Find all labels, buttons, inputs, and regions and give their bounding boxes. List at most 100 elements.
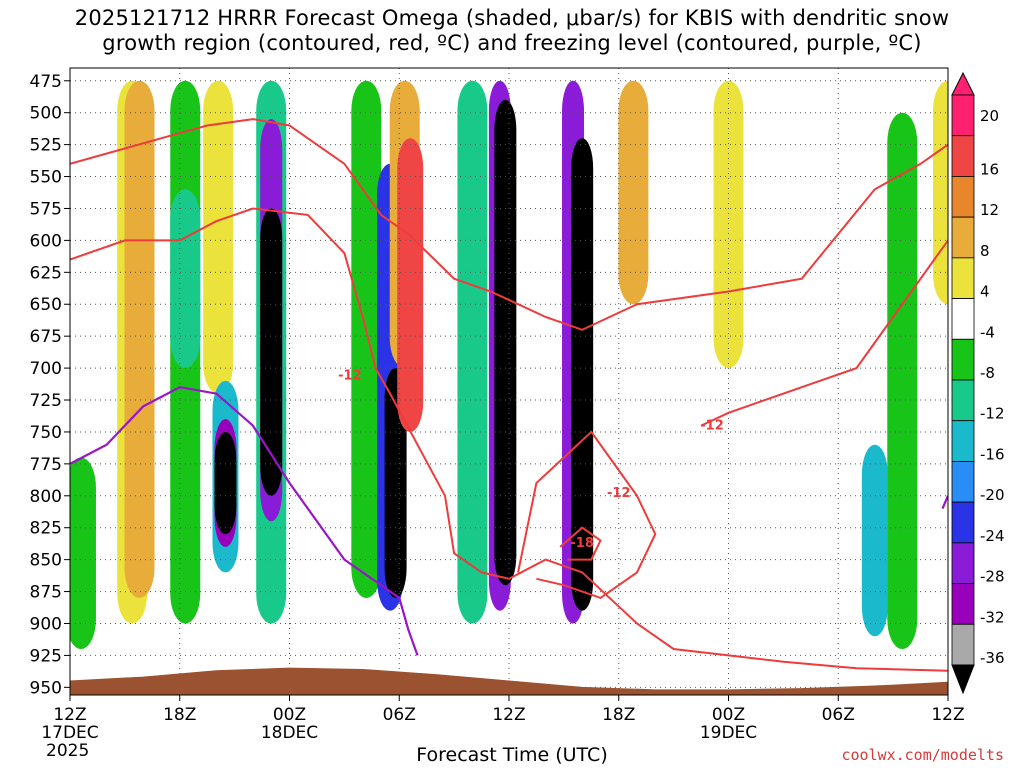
x-year-label-0: 2025 [46, 741, 89, 761]
omega-shading [70, 80, 948, 650]
colorbar-swatch-3 [951, 216, 975, 259]
x-tick-label-0: 12Z [53, 705, 86, 725]
y-tick-label-18: 925 [30, 646, 62, 666]
omega-cell-14 [384, 368, 407, 598]
omega-cell-0 [70, 457, 96, 650]
omega-cell-24 [887, 112, 918, 650]
y-axis: 475 500 525 550 575 600 625 650 675 700 725 750 775 8… [30, 72, 70, 698]
y-tick-label-3: 550 [30, 168, 62, 188]
omega-cell-17 [457, 80, 488, 624]
omega-cell-22 [618, 80, 649, 305]
x-tick-label-8: 12Z [931, 705, 964, 725]
omega-cell-4 [170, 189, 201, 369]
colorbar-label-7: -12 [980, 405, 1005, 423]
x-tick-label-7: 06Z [822, 705, 855, 725]
y-tick-label-1: 500 [30, 104, 62, 124]
chart-title: 2025121712 HRRR Forecast Omega (shaded, … [0, 6, 1024, 56]
y-tick-label-9: 700 [30, 359, 62, 379]
colorbar-label-8: -16 [980, 445, 1005, 463]
contour-label-1: -12 [700, 418, 724, 433]
colorbar-swatch-8 [951, 420, 975, 462]
y-tick-label-7: 650 [30, 295, 62, 315]
y-tick-label-11: 750 [30, 423, 62, 443]
colorbar-label-9: -20 [980, 486, 1005, 504]
colorbar-swatch-0 [951, 94, 975, 137]
x-tick-label-1: 18Z [163, 705, 196, 725]
x-tick-label-4: 12Z [492, 705, 525, 725]
omega-cell-2 [124, 80, 155, 598]
contour-label-0: -12 [338, 368, 362, 383]
y-tick-label-12: 775 [30, 455, 62, 475]
terrain-fill [70, 667, 948, 695]
colorbar-label-4: 4 [980, 283, 990, 301]
colorbar-label-12: -32 [980, 608, 1005, 626]
omega-cell-16 [397, 138, 424, 432]
chart-title-line2: growth region (contoured, red, ºC) and f… [102, 31, 922, 55]
colorbar-top-arrow [951, 71, 975, 96]
y-tick-label-8: 675 [30, 327, 62, 347]
colorbar-swatch-10 [951, 501, 975, 544]
colorbar-label-11: -28 [980, 568, 1005, 586]
omega-cell-21 [571, 138, 594, 611]
x-tick-label-6: 00Z [712, 705, 745, 725]
y-tick-label-16: 875 [30, 583, 62, 603]
colorbar-label-5: -4 [980, 323, 995, 341]
omega-cell-8 [214, 431, 237, 535]
x-axis-title: Forecast Time (UTC) [416, 744, 608, 766]
y-tick-label-17: 900 [30, 614, 62, 634]
omega-cell-11 [260, 208, 283, 496]
colorbar-bottom-arrow [951, 664, 975, 695]
dendritic-contour-2 [517, 430, 657, 600]
x-date-label-6: 19DEC [700, 723, 757, 743]
omega-cell-5 [203, 80, 234, 394]
y-tick-label-2: 525 [30, 136, 62, 156]
dendritic-contour-0 [70, 118, 948, 331]
colorbar-swatch-5 [951, 298, 975, 340]
credit-text: coolwx.com/modelts [841, 746, 1004, 764]
y-tick-label-6: 625 [30, 263, 62, 283]
y-tick-label-5: 600 [30, 231, 62, 251]
omega-cell-23 [713, 80, 744, 369]
colorbar-swatch-6 [951, 338, 975, 381]
omega-cell-26 [933, 80, 948, 305]
x-tick-label-3: 06Z [383, 705, 416, 725]
colorbar-swatch-9 [951, 461, 975, 503]
colorbar-label-0: 20 [980, 107, 999, 125]
x-date-label-0: 17DEC [41, 723, 98, 743]
x-tick-label-2: 00Z [273, 705, 306, 725]
colorbar-swatch-13 [951, 623, 975, 666]
y-tick-label-10: 725 [30, 391, 62, 411]
colorbar-label-10: -24 [980, 527, 1005, 545]
colorbar-label-6: -8 [980, 364, 995, 382]
x-tick-label-5: 18Z [602, 705, 635, 725]
colorbar-swatch-12 [951, 583, 975, 625]
y-tick-label-19: 950 [30, 678, 62, 698]
colorbar-swatch-2 [951, 176, 975, 218]
y-tick-label-13: 800 [30, 487, 62, 507]
colorbar-label-1: 16 [980, 160, 999, 178]
colorbar-swatch-11 [951, 542, 975, 584]
omega-cell-25 [861, 444, 888, 637]
dendritic-contour-1 [70, 207, 948, 672]
contour-label-2: -12 [607, 486, 631, 501]
dendritic-contour-4 [559, 526, 602, 561]
x-date-label-2: 18DEC [261, 723, 318, 743]
omega-cell-19 [494, 99, 517, 586]
colorbar-swatch-4 [951, 257, 975, 299]
colorbar-swatch-7 [951, 379, 975, 422]
dendritic-contours [70, 118, 948, 672]
chart-title-line1: 2025121712 HRRR Forecast Omega (shaded, … [74, 6, 950, 30]
colorbar-label-2: 12 [980, 201, 999, 219]
plot-area: -12 -12 -12 -18 [70, 68, 948, 695]
freezing-level-contour [70, 386, 948, 656]
omega-cell-12 [351, 80, 382, 598]
colorbar-swatch-1 [951, 135, 975, 177]
colorbar-label-3: 8 [980, 242, 990, 260]
freezing-level-line [70, 386, 419, 656]
colorbar: 20 16 12 8 4 -4 -8 -12 -16 -20 -24 -28 -32 -36 [951, 71, 1005, 695]
y-tick-label-0: 475 [30, 72, 62, 92]
freezing-level-line-right [941, 495, 948, 510]
colorbar-label-13: -36 [980, 649, 1005, 667]
